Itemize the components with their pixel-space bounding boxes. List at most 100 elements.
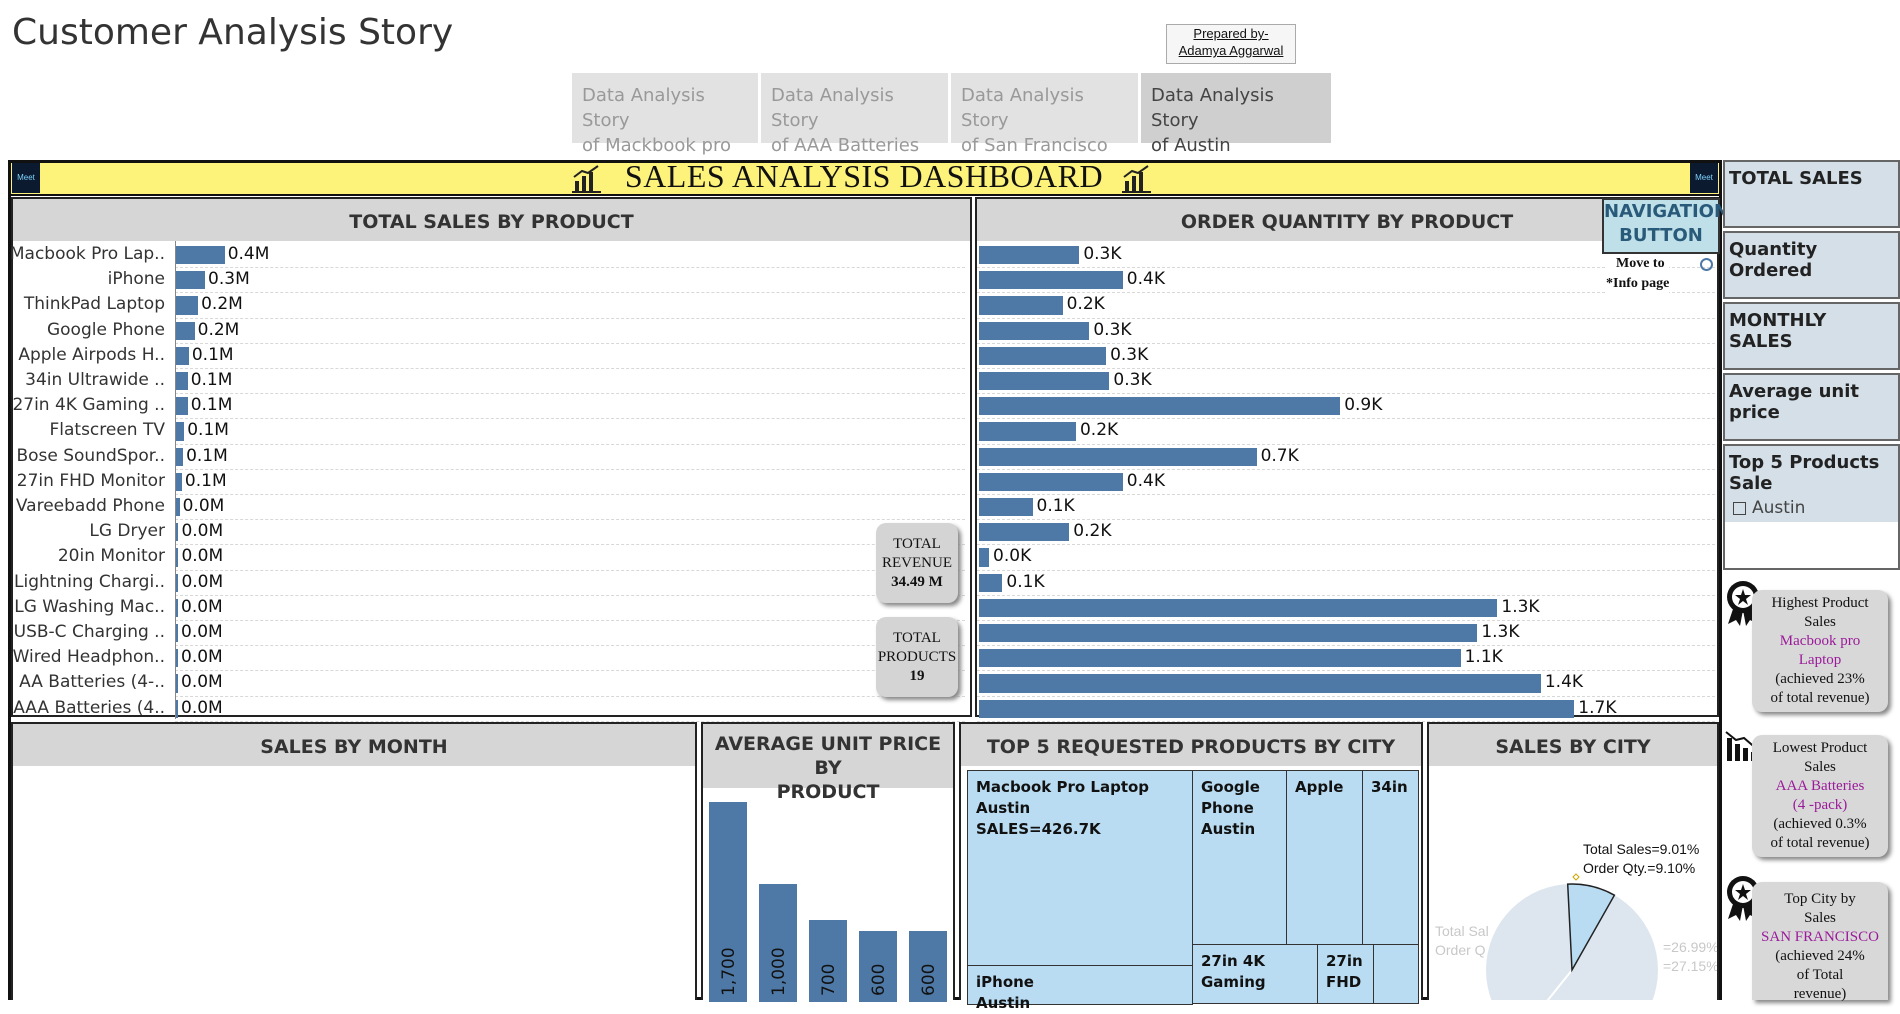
treemap-cell-macbook[interactable]: Macbook Pro Laptop Austin SALES=426.7K	[967, 770, 1193, 966]
pie-faded-label-left: Total Sal Order Q	[1435, 922, 1489, 960]
logo-right: Meet SKILL	[1690, 163, 1718, 212]
story-tab-san-francisco[interactable]: Data Analysis Story of San Francisco	[951, 73, 1138, 156]
quantity-ordered-button[interactable]: Quantity Ordered	[1723, 231, 1900, 299]
story-tab-line1: Data Analysis Story	[1151, 85, 1274, 131]
prepared-by-label: Prepared by-	[1193, 26, 1269, 41]
gridline	[977, 695, 1715, 697]
sales-bar-value: 0.4M	[227, 244, 270, 264]
pie-slice-austin[interactable]	[1566, 883, 1616, 973]
sales-bar-value: 0.1M	[184, 470, 227, 491]
sales-bar	[175, 246, 225, 265]
total-revenue-card: TOTAL REVENUE 34.49 M	[876, 523, 958, 603]
gridline	[175, 368, 965, 369]
quantity-bar	[979, 447, 1257, 466]
sales-bar	[175, 498, 180, 517]
quantity-bar-value: 0.1K	[1036, 496, 1075, 516]
treemap-cell-27in-fhd[interactable]: 27in FHD	[1317, 944, 1374, 1004]
gridline	[175, 594, 965, 596]
insight-highlight: Macbook pro	[1779, 633, 1861, 649]
navigation-button[interactable]: NAVIGATION BUTTON	[1602, 198, 1729, 254]
gridline	[977, 267, 1715, 269]
treemap-cell-27in-4k[interactable]: 27in 4K Gaming	[1192, 944, 1318, 1004]
prepared-by-box: Prepared by- Adamya Aggarwal	[1166, 24, 1296, 64]
quantity-bar-value: 1.3K	[1481, 622, 1520, 642]
gridline	[175, 670, 965, 672]
sales-bar-value: 0.0M	[181, 697, 223, 718]
nav-radio-button[interactable]	[1700, 258, 1713, 271]
panel-title: SALES BY CITY	[1429, 724, 1717, 766]
treemap-cell-34in[interactable]: 34in	[1362, 770, 1419, 945]
sales-bar-value: 0.2M	[197, 319, 240, 340]
dashboard-banner	[11, 163, 1719, 196]
product-label: 20in Monitor	[57, 546, 165, 567]
sales-bar-value: 0.3M	[208, 269, 250, 290]
gridline	[175, 645, 965, 647]
insight-highlight: SAN FRANCISCO	[1761, 929, 1879, 945]
story-tab-line2: of Austin	[1151, 135, 1231, 156]
sales-bar	[175, 523, 179, 542]
product-label: ThinkPad Laptop	[23, 294, 165, 315]
total-sales-by-product-panel: TOTAL SALES BY PRODUCT Macbook Pro Lap..…	[9, 197, 972, 722]
insight-highlight: Laptop	[1798, 652, 1842, 668]
gridline	[175, 292, 965, 294]
average-unit-price-button[interactable]: Average unit price	[1723, 373, 1900, 441]
quantity-bar-value: 0.4K	[1126, 269, 1165, 290]
monthly-sales-button[interactable]: MONTHLY SALES	[1723, 302, 1900, 370]
pie-faded-qty: Order Q	[1435, 942, 1486, 958]
insight-note: of total revenue)	[1770, 835, 1870, 851]
product-label: AA Batteries (4-..	[19, 672, 165, 693]
treemap-cell-google-phone[interactable]: Google Phone Austin	[1192, 770, 1287, 945]
story-tab-aaa-batteries[interactable]: Data Analysis Story of AAA Batteries (..	[761, 73, 948, 181]
price-bar	[709, 802, 747, 1002]
sales-bar-value: 0.1M	[187, 420, 229, 441]
sales-bar-value: 0.0M	[181, 647, 223, 668]
sales-bar	[175, 548, 179, 567]
checkbox-icon[interactable]	[1733, 501, 1746, 515]
highest-product-sales-card: Highest Product Sales Macbook pro Laptop…	[1752, 590, 1888, 712]
story-tab-austin[interactable]: Data Analysis Story of Austin	[1141, 73, 1331, 156]
kpi-label: REVENUE	[882, 555, 952, 571]
total-sales-button[interactable]: TOTAL SALES	[1723, 160, 1900, 228]
treemap-label: 34in	[1371, 778, 1408, 796]
gridline	[977, 368, 1715, 369]
product-label: USB-C Charging ..	[13, 622, 165, 642]
product-label: LG Washing Mac..	[14, 596, 165, 617]
gridline	[977, 317, 1715, 319]
treemap-cell-iphone[interactable]: iPhone Austin	[967, 965, 1193, 1012]
story-tab-mackbook[interactable]: Data Analysis Story of Mackbook pro l..	[572, 73, 758, 181]
pie-faded-sales: Total Sal	[1435, 923, 1489, 939]
quantity-bar	[979, 498, 1033, 517]
dashboard-title: SALES ANALYSIS DASHBOARD	[624, 158, 1104, 194]
sales-bar	[175, 372, 188, 391]
quantity-bar	[979, 548, 990, 567]
gridline	[977, 519, 1715, 521]
gridline	[175, 720, 965, 722]
quantity-bar-value: 0.2K	[1073, 521, 1112, 542]
sales-bar-value: 0.0M	[181, 521, 224, 542]
insight-note: of total revenue)	[1770, 690, 1870, 706]
insight-highlight: AAA Batteries	[1775, 778, 1865, 794]
insight-note: of Total	[1796, 967, 1844, 983]
total-products-card: TOTAL PRODUCTS 19	[876, 617, 958, 697]
top5-filter-panel: Top 5 Products Sale Austin	[1723, 444, 1900, 570]
product-label: Macbook Pro Lap..	[9, 244, 165, 264]
quantity-bar	[979, 649, 1461, 668]
insight-title: Highest Product	[1771, 595, 1869, 611]
price-bar-value: 700	[819, 963, 839, 996]
product-label: 27in FHD Monitor	[16, 470, 165, 491]
gridline	[175, 393, 965, 395]
kpi-label: PRODUCTS	[877, 649, 957, 665]
insight-note: (achieved 0.3%	[1773, 816, 1867, 832]
growth-chart-icon	[1122, 165, 1151, 193]
treemap-cell-other[interactable]	[1373, 944, 1419, 1004]
quantity-bar	[979, 372, 1110, 391]
insight-title: Top City by	[1784, 891, 1856, 907]
filter-option-austin[interactable]: Austin	[1725, 498, 1898, 522]
quantity-bar	[979, 296, 1063, 315]
treemap-cell-apple[interactable]: Apple	[1286, 770, 1363, 945]
treemap-label: Phone	[1201, 799, 1254, 817]
insight-note: revenue)	[1793, 986, 1847, 1002]
treemap-label: 27in 4K	[1201, 952, 1265, 970]
quantity-bar	[979, 321, 1090, 340]
sales-by-product-chart: Macbook Pro Lap.. 0.4M iPhone 0.3M ThinkPad …	[9, 241, 970, 722]
